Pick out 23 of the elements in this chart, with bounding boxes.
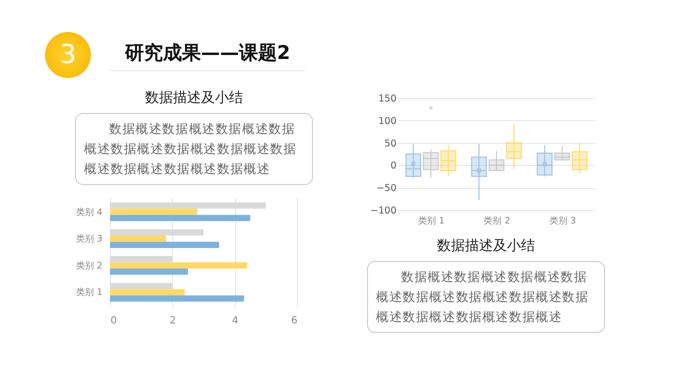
x-tick-label: 类别 2 <box>484 216 510 226</box>
text: 研究成果——课题2 <box>125 41 290 66</box>
x-tick-label: 2 <box>170 316 176 326</box>
y-tick-label: 150 <box>378 94 396 104</box>
text: 数据概述数据概述数据概述数据概述数据概述数据概述数据概述数据概述数据概述数据概述数据概述 <box>75 113 313 185</box>
y-tick-label: 类别 1 <box>76 287 102 298</box>
text: 数据概述数据概述数据概述数据概述数据概述数据概述数据概述数据概述数据概述数据概述数据概述 <box>367 261 605 333</box>
x-tick-label: 类别 1 <box>418 216 445 226</box>
text: 数据描述及小结 <box>436 237 536 255</box>
y-tick-label: 类别 4 <box>76 206 103 218</box>
y-tick-label: 0 <box>390 160 396 172</box>
y-tick-label: 50 <box>384 138 396 150</box>
text: 数据描述及小结 <box>144 89 244 107</box>
y-tick-label: 类别 2 <box>76 260 102 272</box>
y-tick-label: −100 <box>370 206 396 216</box>
y-tick-label: −50 <box>376 183 396 194</box>
x-tick-label: 4 <box>232 316 238 326</box>
y-tick-label: 100 <box>378 116 396 127</box>
x-tick-label: 类别 3 <box>549 216 576 226</box>
text: 3 <box>45 32 91 78</box>
x-tick-label: 0 <box>110 316 117 326</box>
y-tick-label: 类别 3 <box>76 234 102 245</box>
x-tick-label: 6 <box>291 316 298 326</box>
